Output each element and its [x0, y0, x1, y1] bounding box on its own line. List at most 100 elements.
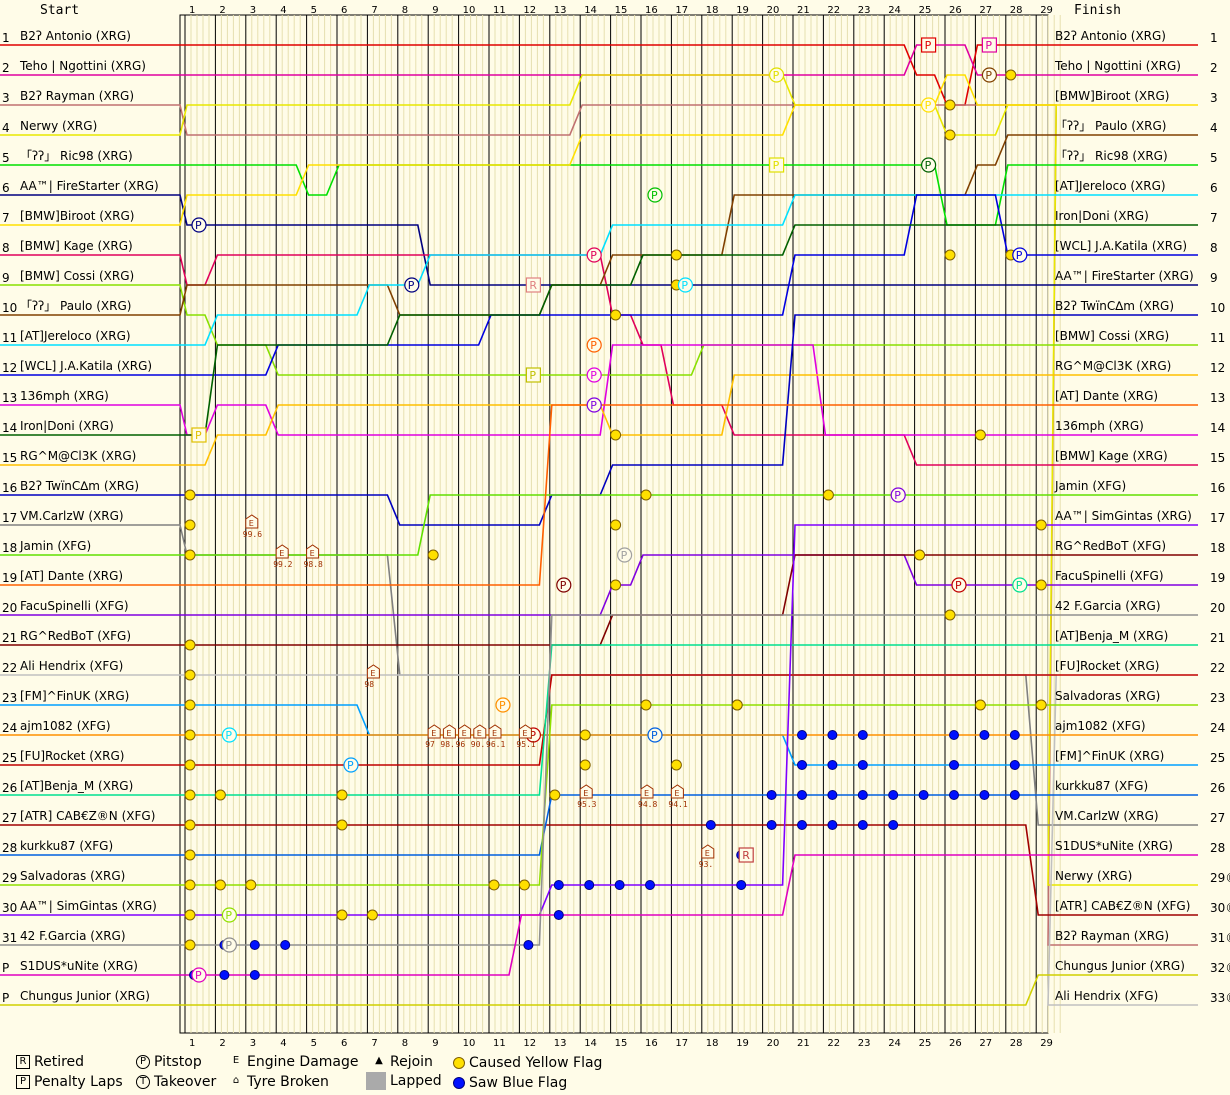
yellow-flag-marker	[366, 909, 378, 921]
yellow-flag-marker	[670, 249, 682, 261]
yellow-flag-marker	[1035, 699, 1047, 711]
engine-damage-marker	[473, 724, 487, 739]
start-driver-label: Iron|Doni (XRG)	[20, 419, 114, 433]
pitstop-marker	[221, 727, 237, 743]
finish-driver-label: 「ʔʔ」 Ric98 (XRG)	[1055, 149, 1168, 163]
start-position-label: 2	[2, 61, 10, 75]
start-position-label: 11	[2, 331, 17, 345]
pitstop-marker	[221, 907, 237, 923]
yellow-flag-marker	[184, 819, 196, 831]
start-position-label: 8	[2, 241, 10, 255]
finish-position-label: 28	[1210, 841, 1225, 855]
engine-damage-value: 98.8	[304, 560, 323, 569]
retired-marker	[525, 277, 542, 293]
engine-damage-value: 93.	[699, 860, 713, 869]
finish-driver-label: [AT]Benja_M (XRG)	[1055, 629, 1168, 643]
pitstop-label: P	[590, 399, 597, 412]
start-driver-label: B2ʔ Antonio (XRG)	[20, 29, 131, 43]
finish-driver-label: 42 F.Garcia (XRG)	[1055, 599, 1161, 613]
yellow-flag-marker	[184, 669, 196, 681]
yellow-flag-marker	[944, 249, 956, 261]
yellow-flag-marker	[488, 879, 500, 891]
blue-flag-marker	[918, 790, 929, 800]
yellow-flag-marker	[184, 699, 196, 711]
engine-damage-icon-letter: E	[249, 519, 254, 528]
pitstop-marker	[890, 487, 906, 503]
lap-tick-top: 11	[493, 5, 506, 16]
lap-tick-top: 21	[797, 5, 810, 16]
legend-retired-label: Retired	[34, 1054, 85, 1070]
finish-position-label: 27	[1210, 811, 1225, 825]
finish-driver-label: Salvadoras (XRG)	[1055, 689, 1160, 703]
blue-flag-marker	[645, 880, 655, 890]
yellow-flag-marker	[610, 579, 622, 591]
blue-flag-marker	[949, 760, 959, 770]
engine-damage-marker	[518, 724, 532, 739]
finish-position-label: 16	[1210, 481, 1225, 495]
penalty-marker	[191, 427, 207, 443]
pitstop-marker	[556, 577, 572, 593]
finish-driver-label: [AT] Dante (XRG)	[1055, 389, 1158, 403]
finish-position-label: 15	[1210, 451, 1225, 465]
legend-pitstop: P Pitstop	[136, 1054, 202, 1070]
start-driver-label: 42 F.Garcia (XRG)	[20, 929, 126, 943]
legend-engine-label: Engine Damage	[247, 1054, 359, 1070]
start-driver-label: B2ʔ TwïnC∆m (XRG)	[20, 479, 139, 493]
start-driver-label: VM.CarlzW (XRG)	[20, 509, 124, 523]
blue-flag-marker	[979, 730, 990, 740]
finish-driver-label: [WCL] J.A.Katila (XRG)	[1055, 239, 1187, 253]
engine-damage-marker	[488, 724, 502, 739]
penalty-marker	[981, 37, 998, 53]
legend-engine: E Engine Damage	[229, 1054, 359, 1070]
pitstop-marker	[586, 337, 602, 353]
pitstop-label: P	[590, 369, 597, 382]
finish-position-label: 13	[1210, 391, 1225, 405]
retired-icon: R	[16, 1055, 30, 1069]
start-position-label: 25	[2, 751, 17, 765]
engine-damage-icon-letter: E	[477, 729, 482, 738]
start-driver-label: Teho | Ngottini (XRG)	[19, 59, 146, 73]
pitstop-label: P	[225, 909, 232, 922]
lap-tick-bottom: 19	[736, 1038, 749, 1049]
driver-line	[0, 674, 1198, 766]
pitstop-label: P	[621, 549, 628, 562]
engine-damage-marker	[670, 784, 684, 799]
pitstop-label: P	[195, 969, 202, 982]
engine-damage-value: 94.1	[668, 800, 687, 809]
yellow-flag-marker	[1035, 519, 1047, 531]
pitstop-icon: P	[136, 1055, 150, 1069]
engine-damage-icon-letter: E	[370, 669, 375, 678]
lap-tick-bottom: 25	[919, 1038, 932, 1049]
pitstop-marker	[981, 67, 998, 83]
pitstop-marker	[920, 157, 937, 173]
engine-damage-value: 95.3	[577, 800, 596, 809]
lap-tick-top: 10	[463, 5, 476, 16]
penalty-label: P	[529, 369, 536, 382]
finish-position-label: 24	[1210, 721, 1225, 735]
finish-driver-label: [BMW] Cossi (XRG)	[1055, 329, 1169, 343]
lap-tick-top: 14	[584, 5, 597, 16]
penalty-marker	[525, 367, 542, 383]
lap-tick-bottom: 21	[797, 1038, 810, 1049]
start-driver-label: FacuSpinelli (XFG)	[20, 599, 129, 613]
lap-tick-bottom: 26	[949, 1038, 962, 1049]
penalty-label: P	[773, 159, 780, 172]
legend-takeover: T Takeover	[136, 1074, 216, 1090]
yellow-flag-marker	[914, 549, 926, 561]
start-position-label: 31	[2, 931, 17, 945]
start-position-label: 6	[2, 181, 10, 195]
penalty-label: P	[195, 429, 202, 442]
engine-damage-marker	[306, 544, 320, 559]
engine-damage-icon-letter: E	[492, 729, 497, 738]
blue-flag-marker	[553, 880, 564, 890]
start-position-label: 16	[2, 481, 17, 495]
finish-driver-label: [ATR] CAB€Z®N (XFG)	[1055, 899, 1190, 913]
pitstop-label: P	[225, 729, 232, 742]
yellow-flag-marker	[610, 519, 622, 531]
blue-flag-marker	[888, 790, 899, 800]
lap-tick-top: 22	[827, 5, 840, 16]
pitstop-marker	[586, 367, 602, 383]
start-driver-label: Ali Hendrix (XFG)	[20, 659, 123, 673]
engine-damage-icon-letter: E	[522, 729, 527, 738]
lap-tick-bottom: 14	[584, 1038, 597, 1049]
